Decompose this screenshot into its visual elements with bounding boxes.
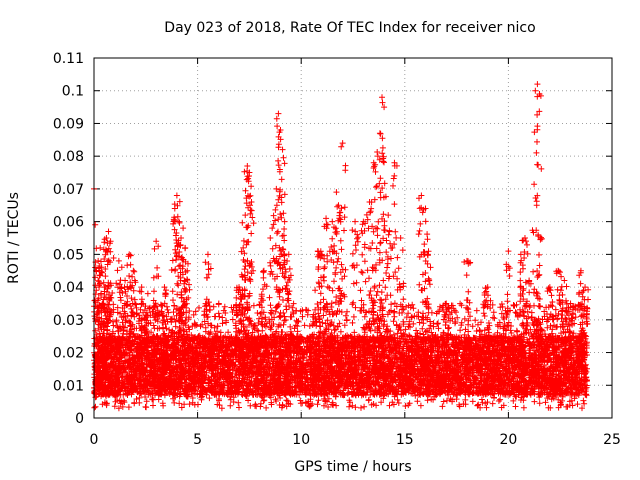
y-axis-label: ROTI / TECUs (6, 192, 22, 284)
data-point (236, 284, 243, 291)
y-tick-label: 0.04 (53, 280, 84, 296)
scatter-cloud (91, 92, 592, 412)
data-point (505, 248, 512, 255)
y-tick-label: 0.05 (53, 247, 84, 263)
y-tick-label: 0.03 (53, 313, 84, 329)
data-point (285, 251, 292, 258)
data-point (424, 251, 431, 258)
data-point (582, 284, 589, 291)
data-point (532, 87, 539, 94)
x-tick-label: 20 (499, 432, 517, 448)
data-point (173, 192, 180, 199)
data-point (314, 248, 321, 255)
data-point (536, 91, 543, 97)
data-point (335, 202, 342, 209)
x-tick-label: 25 (603, 432, 621, 448)
data-point (360, 218, 367, 225)
data-point (418, 192, 425, 199)
data-point (240, 244, 247, 251)
x-axis-label: GPS time / hours (294, 459, 411, 475)
y-tick-label: 0.11 (53, 51, 84, 67)
data-point (517, 251, 524, 258)
data-point (275, 110, 282, 117)
chart-title: Day 023 of 2018, Rate Of TEC Index for r… (164, 20, 535, 36)
data-points (91, 81, 592, 412)
x-tick-label: 5 (193, 432, 202, 448)
data-point (385, 212, 392, 219)
y-tick-label: 0.01 (53, 378, 84, 394)
data-point (175, 218, 182, 225)
data-point (333, 189, 340, 196)
y-tick-label: 0.09 (53, 116, 84, 132)
data-point (379, 94, 386, 101)
data-point (546, 284, 553, 291)
data-point (244, 163, 251, 169)
data-point (318, 251, 325, 258)
y-tick-label: 0.1 (62, 84, 84, 100)
data-point (366, 199, 373, 205)
data-point (463, 257, 470, 264)
data-point (115, 257, 122, 264)
y-tick-label: 0 (75, 411, 84, 427)
data-point (279, 146, 286, 153)
data-point (180, 225, 187, 232)
plot-frame (93, 57, 613, 419)
data-point (376, 130, 383, 137)
data-point (273, 185, 280, 192)
data-point (105, 228, 112, 235)
data-point (352, 218, 359, 225)
data-point (184, 267, 191, 274)
data-point (561, 277, 568, 284)
data-point (269, 225, 276, 232)
data-point (103, 235, 110, 241)
data-point (204, 251, 211, 258)
data-point (101, 284, 108, 291)
data-point (374, 153, 381, 160)
data-point (281, 218, 288, 225)
y-tick-label: 0.06 (53, 215, 84, 231)
x-tick-label: 0 (90, 432, 99, 448)
data-point (484, 284, 491, 291)
data-point (277, 127, 284, 133)
y-tick-label: 0.07 (53, 182, 84, 198)
data-point (323, 215, 330, 222)
data-point (144, 290, 151, 297)
data-point (534, 81, 541, 88)
data-point (248, 199, 255, 205)
data-point (161, 284, 168, 291)
data-point (260, 267, 267, 274)
data-point (138, 284, 145, 291)
data-point (422, 205, 429, 212)
axis-ticks: 0 0.01 0.02 0.03 0.04 0.05 0.06 0.07 0.08 0.09 0.1… (53, 51, 621, 448)
data-point (246, 169, 253, 176)
x-tick-label: 15 (396, 432, 414, 448)
data-point (126, 251, 133, 258)
data-point (397, 235, 404, 241)
data-point (577, 267, 584, 274)
data-point (107, 238, 114, 245)
data-point (182, 244, 189, 251)
data-point (153, 238, 160, 245)
data-point (171, 205, 178, 212)
data-point (95, 257, 102, 264)
data-point (555, 267, 562, 274)
data-point (242, 212, 249, 219)
data-point (381, 104, 388, 111)
data-point (122, 277, 129, 284)
data-point (567, 300, 574, 307)
data-point (526, 277, 533, 284)
data-point (329, 218, 336, 225)
data-point (97, 244, 104, 251)
data-point (521, 235, 528, 241)
data-point (130, 267, 137, 274)
data-point (391, 159, 398, 166)
data-point (339, 140, 346, 147)
y-tick-label: 0.02 (53, 346, 84, 362)
x-tick-label: 10 (292, 432, 310, 448)
data-point (443, 300, 450, 307)
data-point (178, 235, 185, 241)
y-tick-label: 0.08 (53, 149, 84, 165)
data-point (370, 159, 377, 166)
